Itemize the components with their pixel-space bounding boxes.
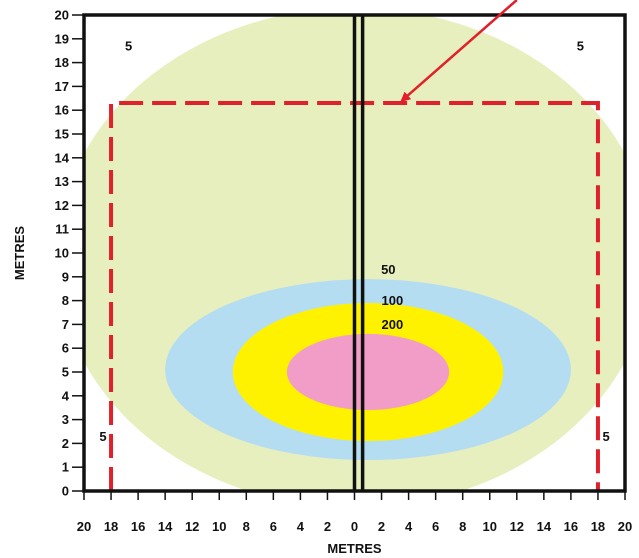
x-tick-label: 12 [185,519,199,534]
y-tick-label: 3 [62,412,69,427]
y-tick-label: 11 [55,222,69,237]
y-tick-label: 1 [62,460,69,475]
zone-value-label: 100 [382,293,404,308]
zone-value-label: 200 [382,317,404,332]
y-tick-label: 18 [55,55,69,70]
x-tick-label: 10 [483,519,497,534]
contour-zones [84,15,625,491]
y-tick-label: 14 [55,150,70,165]
x-tick-label: 16 [564,519,578,534]
y-tick-label: 19 [55,31,69,46]
pointer-arrow-layer [400,0,518,102]
x-tick-label: 20 [618,519,632,534]
y-tick-label: 9 [62,269,69,284]
y-tick-label: 12 [55,198,69,213]
x-tick-label: 4 [405,519,413,534]
y-tick-label: 5 [62,365,69,380]
zone-value-labels: 50 100 200 5 5 5 5 [99,38,609,443]
x-tick-label: 0 [351,519,358,534]
y-axis-title: METRES [12,226,27,281]
x-tick-label: 2 [324,519,331,534]
zone-value-label: 50 [381,262,395,277]
x-tick-label: 14 [158,519,173,534]
y-tick-label: 17 [55,79,69,94]
contour-zone-3 [286,333,450,411]
centre-lines-layer [352,15,365,491]
x-tick-label: 10 [212,519,226,534]
x-tick-label: 14 [537,519,552,534]
x-axis-title: METRES [327,541,382,556]
zone-value-label: 5 [99,429,106,444]
x-tick-label: 4 [297,519,305,534]
y-tick-label: 2 [62,436,69,451]
y-tick-label: 10 [55,246,69,261]
y-tick-label: 6 [62,341,69,356]
x-tick-label: 8 [243,519,250,534]
x-tick-label: 18 [591,519,605,534]
y-tick-label: 8 [62,293,69,308]
x-tick-label: 16 [131,519,145,534]
y-tick-label: 7 [62,317,69,332]
x-tick-label: 6 [432,519,439,534]
y-tick-label: 0 [62,484,69,499]
zone-value-label: 5 [577,38,584,53]
x-tick-label: 12 [510,519,524,534]
x-tick-label: 8 [459,519,466,534]
x-tick-label: 18 [104,519,118,534]
x-tick-label: 2 [378,519,385,534]
y-tick-label: 20 [55,8,69,23]
y-tick-label: 16 [55,103,69,118]
y-tick-label: 4 [62,388,70,403]
zone-value-label: 5 [602,429,609,444]
y-tick-label: 15 [55,127,69,142]
y-tick-label: 13 [55,174,69,189]
pointer-arrow [400,0,518,102]
x-tick-label: 20 [77,519,91,534]
x-tick-label: 6 [270,519,277,534]
zone-value-label: 5 [125,38,132,53]
axis-ticks: 20 18 16 14 12 10 8 6 4 2 0 2 4 6 8 10 12 14 16 18 200123456… [55,8,633,535]
